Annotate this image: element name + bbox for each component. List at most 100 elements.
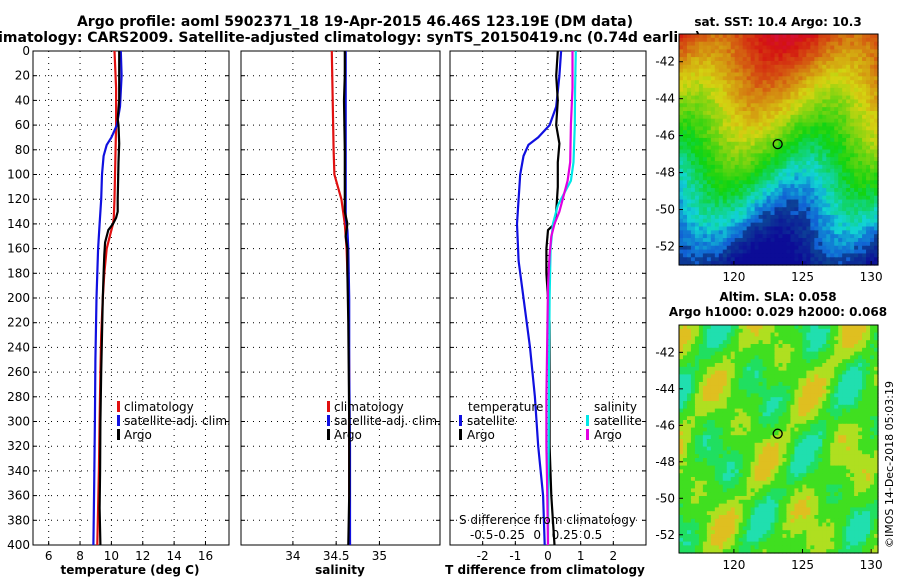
map-cell (798, 149, 803, 154)
map-cell (742, 214, 748, 220)
map-cell (726, 359, 732, 364)
map-cell (734, 393, 740, 398)
map-cell (710, 95, 716, 101)
map-cell (870, 68, 875, 74)
map-cell (842, 370, 847, 375)
map-cell (854, 412, 859, 417)
map-cell (826, 141, 831, 147)
map-cell (754, 450, 760, 455)
map-cell (774, 257, 780, 262)
map-cell (742, 68, 748, 74)
map-cell (834, 34, 839, 39)
map-cell (822, 261, 827, 266)
map-cell (770, 168, 776, 174)
map-cell (774, 172, 780, 178)
map-cell (786, 249, 792, 255)
map-cell (834, 84, 839, 89)
map-cell (814, 347, 819, 353)
map-cell (710, 238, 716, 243)
map-cell (750, 211, 756, 216)
map-cell (750, 366, 756, 372)
map-cell (746, 203, 752, 208)
map-cell (754, 253, 760, 258)
map-cell (810, 60, 815, 66)
map-cell (794, 49, 799, 54)
map-cell (722, 37, 728, 43)
map-cell (790, 332, 796, 337)
map-cell (830, 397, 835, 402)
map-cell (738, 107, 744, 112)
map-cell (874, 176, 879, 181)
map-cell (826, 153, 831, 158)
map-cell (790, 397, 796, 402)
map-cell (790, 253, 796, 258)
map-cell (718, 199, 724, 204)
map-cell (810, 34, 815, 39)
map-cell (702, 214, 708, 220)
map-cell (714, 214, 720, 220)
map-cell (874, 412, 879, 417)
map-cell (774, 446, 780, 451)
map-cell (814, 378, 819, 383)
map-cell (750, 374, 756, 379)
map-cell (806, 91, 811, 97)
map-cell (798, 234, 803, 239)
map-cell (786, 64, 792, 70)
map-cell (774, 176, 780, 181)
map-cell (694, 366, 700, 372)
map-cell (866, 176, 871, 181)
map-cell (686, 203, 692, 208)
map-cell (726, 397, 732, 402)
map-cell (690, 126, 696, 131)
map-cell (766, 49, 772, 54)
map-cell (706, 427, 712, 432)
map-cell (706, 49, 712, 54)
map-cell (806, 180, 811, 185)
map-cell (726, 420, 732, 425)
map-cell (714, 261, 720, 266)
map-cell (702, 408, 708, 413)
map-cell (694, 253, 700, 258)
map-cell (682, 64, 688, 70)
map-cell (734, 111, 740, 116)
map-cell (782, 325, 788, 330)
plot-frame (32, 50, 230, 546)
map-cell (774, 49, 780, 54)
map-cell (774, 374, 780, 379)
map-cell (718, 103, 724, 108)
map-cell (778, 68, 784, 74)
map-cell (862, 41, 867, 47)
map-cell (734, 134, 740, 139)
map-cell (842, 359, 847, 364)
map-cell (690, 84, 696, 89)
map-cell (686, 359, 692, 364)
map-cell (846, 218, 851, 224)
map-cell (778, 176, 784, 181)
map-cell (738, 103, 744, 108)
map-cell (854, 363, 859, 368)
map-cell (834, 382, 839, 387)
map-cell (698, 84, 704, 89)
map-cell (838, 80, 843, 85)
map-cell (730, 412, 736, 417)
map-cell (770, 180, 776, 185)
map-cell (754, 118, 760, 124)
map-cell (734, 161, 740, 166)
map-cell (694, 207, 700, 212)
map-cell (754, 114, 760, 120)
map-cell (710, 261, 716, 266)
map-cell (834, 416, 839, 421)
map-cell (826, 427, 831, 432)
map-cell (730, 172, 736, 178)
map-cell (846, 176, 851, 181)
map-cell (686, 336, 692, 341)
map-cell (794, 442, 799, 448)
map-cell (874, 245, 879, 251)
map-cell (679, 218, 684, 224)
map-cell (814, 420, 819, 425)
map-cell (806, 423, 811, 429)
map-cell (870, 199, 875, 204)
map-cell (706, 450, 712, 455)
map-cell (770, 68, 776, 74)
map-cell (782, 176, 788, 181)
